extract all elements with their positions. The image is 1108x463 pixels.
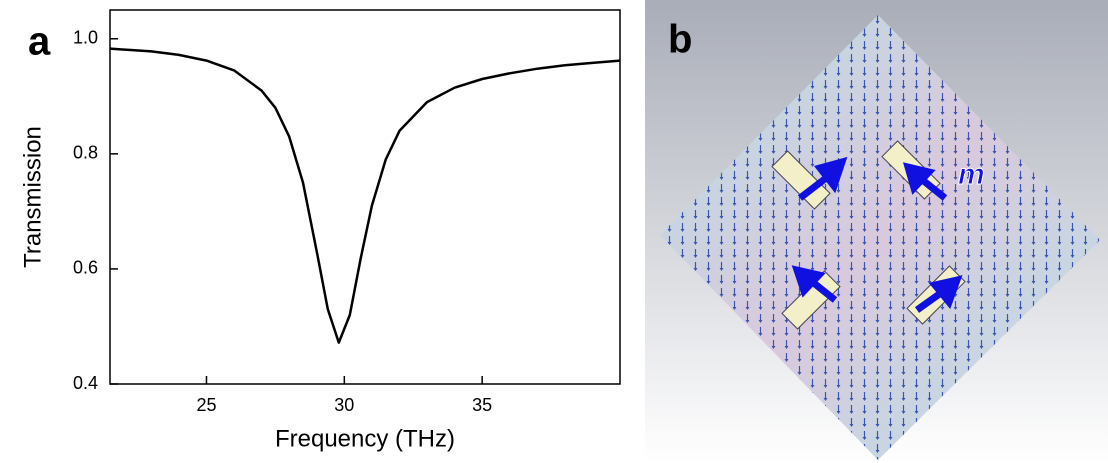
plot-frame <box>109 9 621 385</box>
y-tick-label: 0.8 <box>73 143 98 163</box>
plot: 0.4 0.6 0.8 1.0 25 30 35 Frequency (THz) Transmi… <box>19 9 621 452</box>
line <box>109 47 621 344</box>
moment-arrow-head <box>902 162 936 195</box>
y-tick-label: 1.0 <box>73 28 98 48</box>
field-arrows <box>660 15 1100 460</box>
panel-label: a <box>28 20 51 64</box>
y-tick-label: 0.4 <box>73 373 98 393</box>
field-image: b m <box>645 0 1108 463</box>
y-tick-label: 0.6 <box>73 258 98 278</box>
resonator <box>771 150 831 210</box>
x-tick-label: 25 <box>196 395 216 415</box>
annotation: m <box>958 158 985 191</box>
moment-arrow-head <box>814 156 848 194</box>
moment-arrow-head <box>928 275 963 309</box>
x-tick-label: 35 <box>472 395 492 415</box>
y-axis-label: Transmission <box>19 126 46 268</box>
x-tick-label: 30 <box>334 395 354 415</box>
moment-arrow-head <box>791 265 826 298</box>
panel-label: b <box>668 18 692 62</box>
x-axis-label: Frequency (THz) <box>275 425 455 452</box>
